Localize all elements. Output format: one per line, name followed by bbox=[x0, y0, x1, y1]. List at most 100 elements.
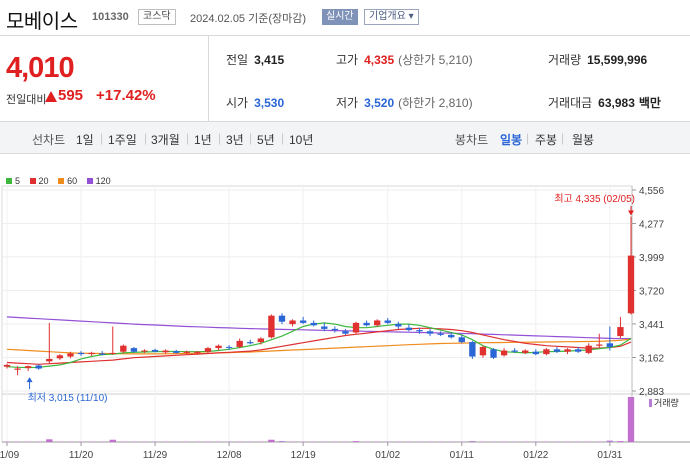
ma20-line bbox=[6, 327, 632, 365]
stock-name[interactable]: 모베이스 bbox=[6, 11, 78, 33]
volume-bar bbox=[352, 441, 360, 442]
candle bbox=[3, 364, 11, 367]
candle bbox=[479, 346, 487, 356]
prev-close: 전일 3,415 bbox=[226, 51, 284, 68]
chart-legend: 5 20 60 120 bbox=[6, 176, 118, 186]
amount-value: 63,983 bbox=[598, 96, 635, 110]
x-tick-label: 12/19 bbox=[291, 450, 316, 461]
tab-10y[interactable]: 10년 bbox=[289, 133, 314, 147]
open-value: 3,530 bbox=[254, 96, 285, 110]
candle bbox=[299, 320, 307, 323]
divider: | bbox=[218, 131, 222, 145]
volume-value: 15,599,996 bbox=[587, 53, 648, 67]
divider bbox=[208, 36, 209, 122]
change-percent: +17.42% bbox=[96, 87, 156, 104]
line-chart-label: 선차트 bbox=[32, 133, 66, 147]
candle bbox=[490, 349, 497, 358]
candle bbox=[331, 328, 339, 331]
candle bbox=[532, 351, 539, 355]
candle bbox=[67, 353, 74, 357]
candle bbox=[585, 345, 592, 353]
corp-info-dropdown[interactable]: 기업개요 ▾ bbox=[364, 9, 419, 25]
divider: | bbox=[249, 131, 253, 145]
candle bbox=[617, 327, 624, 337]
x-tick-label: 12/08 bbox=[217, 450, 242, 461]
y-tick-label: 4,556 bbox=[639, 186, 664, 197]
low-value: 3,520 bbox=[364, 96, 395, 110]
high-price: 고가 4,335 (상한가 5,210) bbox=[336, 51, 473, 68]
candle bbox=[14, 368, 21, 370]
tab-weekly[interactable]: 주봉 bbox=[535, 133, 558, 147]
low-label: 저가 bbox=[336, 96, 359, 110]
candle bbox=[437, 333, 444, 335]
candle bbox=[500, 350, 508, 356]
realtime-button[interactable]: 실시간 bbox=[322, 9, 358, 25]
candle bbox=[574, 349, 582, 352]
candle bbox=[416, 330, 423, 332]
tab-daily[interactable]: 일봉 bbox=[500, 133, 523, 147]
candlestick-chart[interactable]: 4,556 4,277 3,999 3,720 3,441 3,162 2,883 11/09… bbox=[0, 154, 690, 466]
tab-1w[interactable]: 1주일 bbox=[108, 133, 137, 147]
candle bbox=[522, 350, 529, 353]
candle bbox=[173, 351, 180, 353]
x-tick-label: 01/31 bbox=[597, 450, 622, 461]
candle bbox=[596, 344, 603, 346]
candle bbox=[88, 352, 95, 355]
tab-1d[interactable]: 1일 bbox=[76, 133, 94, 147]
trade-amount: 거래대금 63,983 백만 bbox=[548, 94, 661, 111]
candle bbox=[384, 320, 391, 323]
candle bbox=[130, 348, 138, 352]
candle bbox=[99, 353, 106, 355]
candle bbox=[405, 327, 413, 331]
tab-5y[interactable]: 5년 bbox=[257, 133, 275, 147]
volume-bar bbox=[606, 440, 614, 442]
legend-ma20: 20 bbox=[29, 176, 49, 186]
x-tick-label: 11/20 bbox=[69, 450, 94, 461]
tab-monthly[interactable]: 월봉 bbox=[572, 133, 595, 147]
volume-bar bbox=[469, 441, 476, 442]
candle bbox=[77, 352, 85, 355]
candle bbox=[120, 345, 127, 352]
divider: | bbox=[526, 131, 530, 145]
divider: | bbox=[144, 131, 148, 145]
candle bbox=[247, 342, 254, 344]
tab-3m[interactable]: 3개월 bbox=[151, 133, 180, 147]
candle bbox=[278, 315, 286, 322]
x-tick-label: 01/02 bbox=[375, 450, 400, 461]
candle bbox=[363, 322, 370, 326]
candle bbox=[426, 331, 434, 334]
divider: | bbox=[100, 131, 104, 145]
upper-limit: (상한가 5,210) bbox=[398, 53, 473, 67]
candle bbox=[46, 358, 53, 362]
divider: | bbox=[561, 131, 565, 145]
price-summary: 4,010 전일대비 595 +17.42% 전일 3,415 고가 4,335 (상… bbox=[0, 36, 690, 122]
candle bbox=[162, 350, 169, 353]
current-price: 4,010 bbox=[6, 52, 75, 84]
open-label: 시가 bbox=[226, 96, 249, 110]
candle bbox=[204, 348, 212, 352]
stock-header: 모베이스 101330 코스닥 2024.02.05 기준(장마감) 실시간 기… bbox=[0, 0, 690, 36]
legend-ma5: 5 bbox=[6, 176, 20, 186]
volume-bar bbox=[627, 397, 635, 442]
candle bbox=[215, 345, 222, 349]
tab-1y[interactable]: 1년 bbox=[194, 133, 212, 147]
candle bbox=[373, 320, 381, 326]
min-annotation: 최저 3,015 (11/10) bbox=[28, 392, 108, 404]
candle bbox=[627, 255, 635, 314]
volume-bar bbox=[278, 441, 286, 442]
candle bbox=[56, 355, 64, 359]
x-tick-label: 01/11 bbox=[450, 450, 475, 461]
candle bbox=[310, 322, 317, 326]
tab-3y[interactable]: 3년 bbox=[226, 133, 244, 147]
candle bbox=[109, 352, 116, 354]
volume-bar bbox=[617, 441, 624, 442]
candle bbox=[268, 315, 275, 338]
candle bbox=[236, 340, 243, 347]
y-tick-label: 4,277 bbox=[639, 220, 664, 231]
lower-limit: (하한가 2,810) bbox=[398, 96, 473, 110]
change-value: 595 bbox=[58, 87, 84, 104]
candle bbox=[225, 346, 233, 348]
market-badge: 코스닥 bbox=[138, 9, 176, 25]
max-annotation: 최고 4,335 (02/05) bbox=[554, 193, 635, 205]
